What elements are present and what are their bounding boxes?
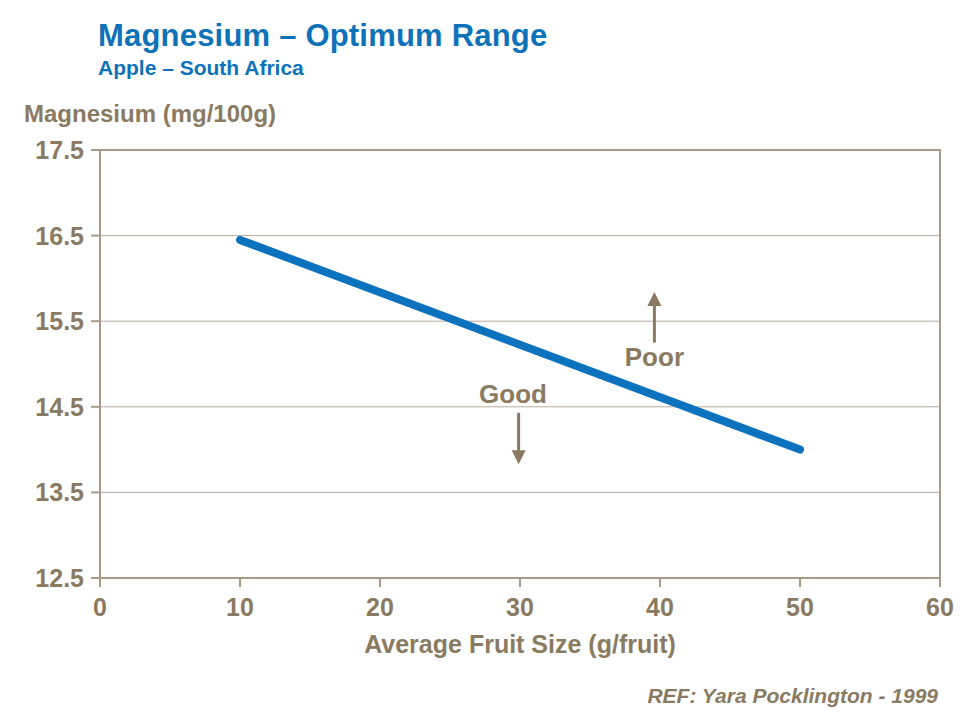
y-tick-label: 17.5: [35, 136, 84, 164]
arrow-head-poor-icon: [647, 292, 661, 306]
x-tick-label: 0: [93, 593, 107, 621]
arrow-head-good-icon: [512, 450, 526, 464]
x-tick-label: 40: [646, 593, 674, 621]
y-tick-label: 15.5: [35, 307, 84, 335]
x-tick-label: 20: [366, 593, 394, 621]
x-axis-title: Average Fruit Size (g/fruit): [100, 630, 940, 659]
annotation-good: Good: [479, 379, 547, 409]
reference-text: REF: Yara Pocklington - 1999: [647, 684, 938, 708]
y-tick-label: 16.5: [35, 222, 84, 250]
x-tick-label: 50: [786, 593, 814, 621]
y-tick-label: 13.5: [35, 478, 84, 506]
x-tick-label: 10: [226, 593, 254, 621]
line-chart: 12.5 13.5 14.5 15.5 16.5 17.5 0 10 20 30 40 50 60 Goo…: [0, 0, 960, 720]
x-tick-label: 60: [926, 593, 954, 621]
plot-border: [100, 150, 940, 578]
slide: Magnesium – Optimum Range Apple – South …: [0, 0, 960, 720]
annotation-poor: Poor: [625, 342, 684, 372]
y-tick-label: 14.5: [35, 393, 84, 421]
x-tick-label: 30: [506, 593, 534, 621]
y-tick-label: 12.5: [35, 564, 84, 592]
